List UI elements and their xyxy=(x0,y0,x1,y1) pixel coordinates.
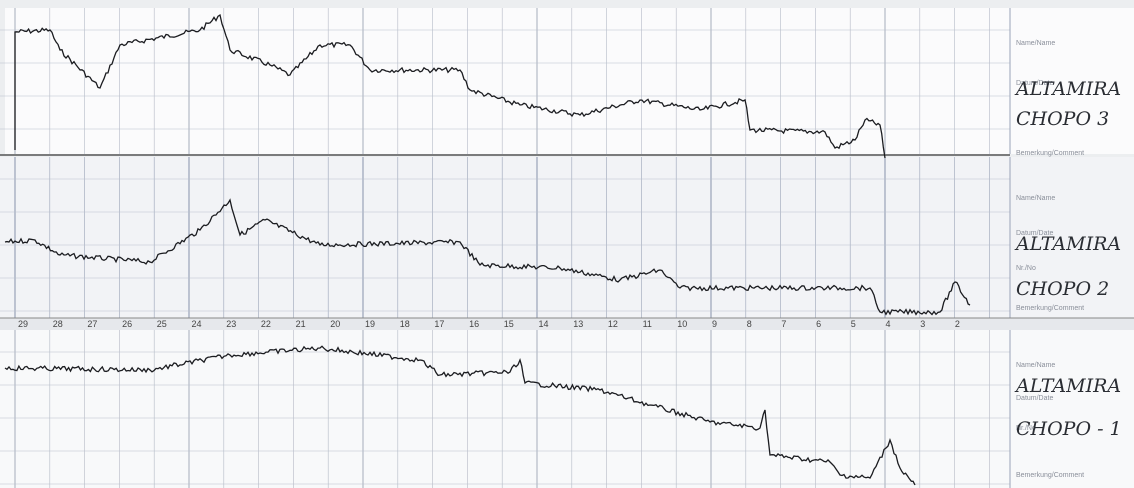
field-label: Bemerkung/Comment xyxy=(1016,150,1084,157)
handwritten-label: CHOPO - 1 xyxy=(1016,418,1122,440)
field-label: Datum/Date xyxy=(1016,395,1053,402)
scale-label: 7 xyxy=(781,319,786,329)
handwritten-label: CHOPO 3 xyxy=(1016,108,1109,130)
scale-label: 19 xyxy=(365,319,375,329)
scale-label: 16 xyxy=(469,319,479,329)
scale-label: 12 xyxy=(608,319,618,329)
scale-label: 15 xyxy=(504,319,514,329)
trace xyxy=(4,198,971,316)
scale-label: 5 xyxy=(851,319,856,329)
scale-label: 3 xyxy=(920,319,925,329)
scale-label: 10 xyxy=(677,319,687,329)
field-label: Nr./No xyxy=(1016,425,1036,432)
field-label: Datum/Date xyxy=(1016,230,1053,237)
scale-label: 24 xyxy=(192,319,202,329)
strip-bottom xyxy=(0,330,1134,488)
scale-label: 29 xyxy=(18,319,28,329)
scale-label: 6 xyxy=(816,319,821,329)
scale-label: 14 xyxy=(539,319,549,329)
handwritten-label: ALTAMIRA xyxy=(1014,375,1121,397)
traces xyxy=(4,13,971,486)
strip-middle xyxy=(0,157,1134,318)
field-label: Name/Name xyxy=(1016,362,1055,369)
scale-label: 27 xyxy=(87,319,97,329)
scale-label: 13 xyxy=(573,319,583,329)
field-label: Nr./No xyxy=(1016,265,1036,272)
grid xyxy=(0,8,1134,488)
scale-label: 20 xyxy=(330,319,340,329)
field-label: Name/Name xyxy=(1016,195,1055,202)
scale-label: 17 xyxy=(434,319,444,329)
scale-label: 4 xyxy=(886,319,891,329)
trace xyxy=(14,13,886,159)
scale-label: 11 xyxy=(643,319,652,329)
scale-label: 8 xyxy=(747,319,752,329)
scale-label: 22 xyxy=(261,319,271,329)
scale-label: 18 xyxy=(400,319,410,329)
scale-label: 23 xyxy=(226,319,236,329)
strip-top xyxy=(5,8,1134,154)
field-label: Bemerkung/Comment xyxy=(1016,305,1084,312)
handwritten-label: ALTAMIRA xyxy=(1014,78,1121,100)
scale-label: 28 xyxy=(53,319,63,329)
labels: Name/Name Datum/Date Bemerkung/Comment ALTA… xyxy=(18,40,1122,479)
field-label: Name/Name xyxy=(1016,40,1055,47)
field-label: Datum/Date xyxy=(1016,80,1053,87)
scale-band xyxy=(0,318,1134,330)
handwritten-label: CHOPO 2 xyxy=(1016,278,1109,300)
scale-label: 21 xyxy=(296,319,306,329)
scale-label: 25 xyxy=(157,319,167,329)
scale-label: 26 xyxy=(122,319,132,329)
trace xyxy=(4,345,916,486)
field-label: Bemerkung/Comment xyxy=(1016,472,1084,479)
handwritten-label: ALTAMIRA xyxy=(1014,233,1121,255)
scale-label: 9 xyxy=(712,319,717,329)
scale-label: 2 xyxy=(955,319,960,329)
